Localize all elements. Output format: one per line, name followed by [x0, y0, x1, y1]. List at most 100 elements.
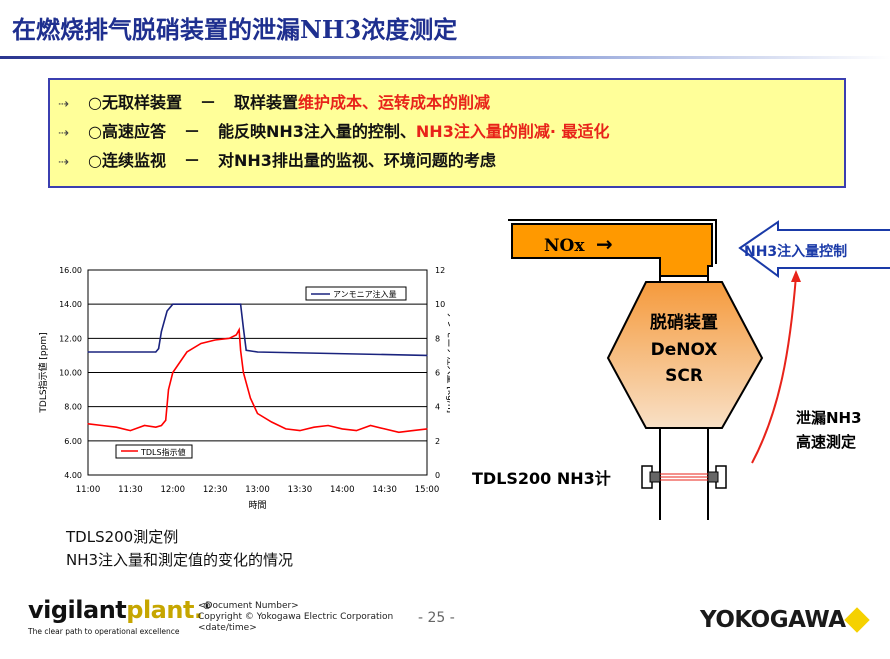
tdls-point [327, 424, 329, 427]
x-tick-label: 11:30 [118, 485, 143, 495]
legend-box-ammonia [305, 286, 407, 301]
chart-caption-2: NH3注入量和測定值的变化的情况 [66, 551, 294, 569]
dotted-arrow-icon: ⇢ [58, 155, 69, 170]
x-tick-label: 14:30 [372, 485, 397, 495]
tdls-point [285, 428, 287, 430]
duct-outline [508, 219, 717, 264]
bullet-line-1: ⇢ ○无取样装置 － 取样装置维护成本、运转成本的削减 [58, 89, 490, 113]
tdls-point [214, 339, 216, 341]
brand-tagline: The clear path to operational excellence [28, 627, 180, 636]
copyright: Copyright © Yokogawa Electric Corporatio… [198, 612, 394, 622]
bullet-line-3: ⇢ ○连续监视 － 对NH3排出量的监视、环境问题的考虑 [58, 147, 496, 171]
y-right-tick-label: 0 [435, 471, 440, 480]
yokogawa-logo: YOKOGAWA [700, 607, 846, 633]
page-title: 在燃烧排气脱硝装置的泄漏NH3浓度测定 [12, 15, 458, 44]
tdls-receiver-head [707, 471, 719, 483]
tdls-point [313, 426, 315, 428]
y-right-tick-label: 2 [435, 437, 440, 446]
vigilantplant-logo: vigilantplant.® [28, 596, 212, 624]
nox-flow-arrow-icon: → [596, 232, 613, 256]
tdls-point [341, 428, 343, 430]
y-left-tick-label: 10.00 [59, 369, 82, 378]
tdls-point [369, 424, 372, 427]
tdls-point [242, 371, 244, 374]
tdls-point [155, 426, 157, 428]
nox-label: NOx [544, 236, 585, 256]
tdls-point [115, 426, 117, 428]
tdls-point [426, 428, 428, 430]
bullet-highlight: NH3注入量的削减· 最适化 [415, 122, 610, 141]
x-tick-label: 15:00 [415, 485, 440, 495]
tdls-point [101, 424, 103, 427]
y-left-axis-label: TDLS指示値 [ppm] [37, 332, 49, 413]
y-left-tick-label: 8.00 [64, 403, 82, 412]
y-left-tick-label: 12.00 [59, 334, 82, 343]
y-right-tick-label: 8 [435, 334, 440, 343]
bullet-heading: ○高速应答 [88, 122, 166, 141]
ammonia-point [245, 349, 247, 351]
denox-label-en: DeNOX [651, 340, 718, 360]
document-info: <Document Number> Copyright © Yokogawa E… [198, 601, 393, 634]
registered-mark: ® [202, 602, 212, 612]
tdls-point [249, 397, 252, 399]
legend-box-tdls [115, 444, 193, 459]
measurement-chart: 4.00 6.00 8.00 10.00 12.00 14.00 16.00 0 2 4 6 8 10 1… [30, 258, 457, 520]
tdls-point [186, 351, 188, 353]
tdls-point [165, 419, 167, 421]
ammonia-point [256, 351, 259, 353]
x-tick-label: 13:00 [245, 485, 270, 495]
tdls-point [172, 371, 174, 374]
tdls-point [398, 431, 400, 433]
leak-signal-arrow [751, 275, 797, 464]
ammonia-point [239, 303, 242, 305]
y-right-tick-label: 6 [435, 369, 440, 378]
ammonia-point [172, 303, 174, 305]
bullet-text: 能反映NH3注入量的控制、 [217, 122, 416, 141]
tdls-point [235, 334, 237, 336]
bullet-heading: ○无取样装置 [88, 93, 182, 112]
tdls-point [256, 412, 259, 415]
y-right-tick-label: 10 [435, 300, 445, 309]
tdls-point [355, 429, 357, 432]
tdls-point [228, 337, 230, 339]
nh3-control-callout [738, 220, 890, 278]
legend-label-tdls: TDLS指示値 [140, 447, 186, 457]
x-tick-label: 12:00 [161, 485, 186, 495]
tdls-label: TDLS200 NH3计 [472, 469, 611, 488]
x-tick-label: 14:00 [330, 485, 355, 495]
ammonia-point [160, 330, 163, 333]
tdls-transmitter-head [649, 471, 661, 483]
bullet-dash: － [183, 151, 200, 170]
tdls-point [143, 424, 146, 427]
tdls-point [412, 429, 414, 432]
bullet-text: 取样装置 [233, 93, 298, 112]
chart-svg: 4.00 6.00 8.00 10.00 12.00 14.00 16.00 0 2 4 6 8 10 1… [37, 266, 457, 511]
bullet-box: ⇢ ○无取样装置－取样装置维护成本、运转成本的削减 ⇢ ○高速应答 － 能反映NH3注入… [48, 78, 846, 188]
x-tick-label: 12:30 [203, 485, 228, 495]
x-tick-label: 11:00 [76, 485, 101, 495]
leak-label-2: 高速測定 [796, 433, 856, 451]
tdls-point [238, 329, 240, 331]
doc-number: <Document Number> [198, 601, 299, 611]
tdls-point [299, 429, 301, 432]
title-underline [0, 56, 890, 59]
tdls-point [200, 342, 202, 345]
brand-part-b: plant. [126, 596, 203, 624]
y-left-tick-label: 4.00 [64, 471, 82, 480]
tdls-point [129, 429, 131, 432]
bullet-highlight: 维护成本、运转成本的削减 [298, 93, 491, 112]
ammonia-point [87, 351, 89, 353]
ammonia-point [242, 327, 244, 329]
legend-label-ammonia: アンモニア注入量 [333, 289, 397, 299]
leak-arrow-head-icon [791, 270, 801, 282]
denox-label-scr: SCR [665, 366, 703, 386]
tdls-point [271, 421, 273, 423]
bullet-text: 对NH3排出量的监视、环境问题的考虑 [217, 151, 496, 170]
denox-reactor [606, 281, 764, 429]
ammonia-point [426, 354, 428, 357]
tdls-point [167, 388, 170, 391]
tdls-point [160, 424, 163, 427]
process-diagram: NOx → 脱硝装置 DeNOX SCR NH3注入量控制 泄漏NH3 高速測定… [472, 219, 890, 520]
leak-label-1: 泄漏NH3 [796, 409, 862, 427]
y-right-tick-label: 4 [435, 403, 440, 412]
